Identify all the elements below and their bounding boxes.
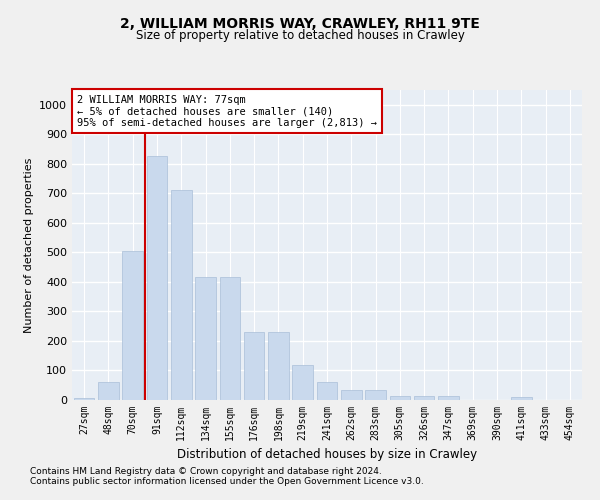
Bar: [268, 332, 289, 400]
Bar: [220, 278, 240, 400]
Y-axis label: Number of detached properties: Number of detached properties: [23, 158, 34, 332]
Bar: [389, 396, 410, 400]
Bar: [317, 382, 337, 400]
Bar: [74, 398, 94, 400]
Bar: [341, 390, 362, 400]
Bar: [98, 382, 119, 400]
Bar: [171, 190, 191, 400]
Bar: [365, 390, 386, 400]
Bar: [122, 251, 143, 400]
Bar: [244, 332, 265, 400]
Bar: [511, 397, 532, 400]
Text: Contains HM Land Registry data © Crown copyright and database right 2024.: Contains HM Land Registry data © Crown c…: [30, 467, 382, 476]
Bar: [195, 278, 216, 400]
Text: 2, WILLIAM MORRIS WAY, CRAWLEY, RH11 9TE: 2, WILLIAM MORRIS WAY, CRAWLEY, RH11 9TE: [120, 18, 480, 32]
X-axis label: Distribution of detached houses by size in Crawley: Distribution of detached houses by size …: [177, 448, 477, 462]
Text: Contains public sector information licensed under the Open Government Licence v3: Contains public sector information licen…: [30, 477, 424, 486]
Text: 2 WILLIAM MORRIS WAY: 77sqm
← 5% of detached houses are smaller (140)
95% of sem: 2 WILLIAM MORRIS WAY: 77sqm ← 5% of deta…: [77, 94, 377, 128]
Bar: [414, 396, 434, 400]
Bar: [438, 396, 459, 400]
Text: Size of property relative to detached houses in Crawley: Size of property relative to detached ho…: [136, 29, 464, 42]
Bar: [292, 364, 313, 400]
Bar: [146, 156, 167, 400]
